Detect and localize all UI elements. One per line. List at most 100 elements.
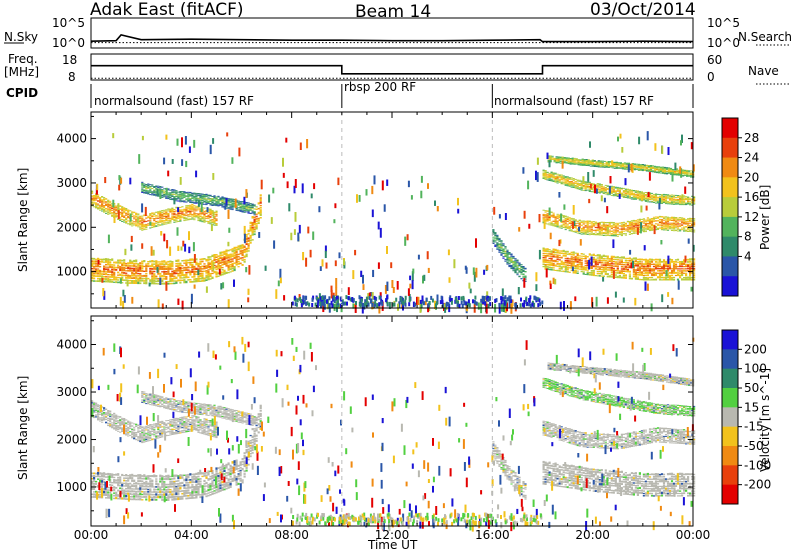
power-panel-cell: [97, 270, 100, 273]
power-panel-cell: [247, 233, 250, 235]
power-panel-cell: [670, 202, 674, 204]
power-panel-scatter-cell: [325, 262, 328, 269]
power-panel-cell: [588, 226, 591, 228]
power-panel-cell: [602, 259, 605, 262]
power-panel-cell: [656, 193, 660, 195]
power-panel-cell: [624, 189, 627, 191]
power-panel-cell: [237, 263, 240, 265]
power-panel-cell: [153, 191, 156, 193]
power-panel-cell: [568, 182, 571, 184]
power-panel-cell: [636, 258, 639, 260]
power-panel-cell: [654, 261, 658, 263]
power-panel-cell: [556, 263, 559, 265]
power-panel-cell: [576, 272, 579, 274]
power-panel-cell: [544, 256, 547, 259]
power-panel-cell: [646, 262, 649, 265]
power-panel-cell: [654, 194, 658, 196]
power-panel-cell: [175, 215, 178, 217]
power-panel-cell: [597, 164, 600, 166]
power-panel-cell: [99, 207, 102, 209]
power-panel-cell: [97, 206, 100, 208]
power-panel-cell: [555, 160, 558, 162]
power-panel-cell: [187, 206, 190, 208]
power-panel-cell: [173, 219, 176, 222]
power-panel-cell: [253, 216, 256, 218]
power-panel-cell: [259, 197, 262, 199]
power-panel-cell: [560, 174, 563, 176]
power-panel-cell: [666, 265, 670, 268]
power-panel-cell: [616, 190, 619, 192]
power-panel-cell: [671, 169, 675, 171]
power-panel-cell: [598, 226, 601, 228]
power-panel-cell: [679, 272, 682, 274]
power-panel-cell: [620, 193, 623, 195]
power-panel-cell: [570, 269, 573, 271]
power-panel-cell: [135, 279, 138, 282]
power-panel-cell: [602, 266, 605, 269]
power-panel-scatter-cell: [318, 293, 321, 300]
power-panel-cell: [676, 228, 680, 230]
power-panel-cell: [654, 274, 658, 276]
power-panel-cell: [171, 191, 174, 193]
power-panel-cell: [570, 253, 573, 256]
power-panel-cell: [575, 161, 578, 163]
power-panel-cell: [207, 201, 210, 203]
power-panel-cell: [215, 210, 218, 212]
power-panel-cell: [648, 265, 652, 268]
power-panel-cell: [611, 165, 614, 167]
power-panel-cell: [664, 262, 668, 265]
power-panel-cell: [621, 163, 624, 165]
power-panel-cell: [667, 171, 671, 173]
power-panel-cell: [619, 166, 622, 168]
power-panel-cell: [636, 273, 639, 276]
power-panel-cell: [556, 179, 559, 181]
power-panel-cell: [107, 278, 110, 281]
power-panel-cell: [141, 260, 144, 263]
power-panel-cell: [650, 218, 654, 220]
power-panel-cell: [685, 199, 688, 201]
power-panel-cell: [557, 156, 560, 158]
power-panel-cell: [594, 267, 597, 270]
power-panel-cell: [681, 268, 684, 270]
power-panel-cell: [650, 279, 654, 281]
power-panel-cell: [634, 223, 637, 226]
power-panel-cell: [672, 216, 676, 219]
power-panel-cell: [556, 221, 559, 224]
power-panel-cell: [179, 269, 182, 272]
power-panel-cell: [506, 250, 509, 253]
power-panel-cell: [570, 178, 573, 180]
power-panel-cell: [111, 203, 114, 205]
power-panel-cell: [191, 276, 194, 278]
power-panel-cell: [664, 198, 668, 199]
power-panel-cell: [233, 202, 236, 204]
power-panel-cell: [203, 195, 206, 197]
power-panel-cell: [578, 255, 581, 257]
power-panel-cell: [107, 266, 110, 268]
power-panel-cell: [550, 211, 553, 213]
power-panel-cell: [171, 261, 174, 263]
power-panel-cell: [625, 166, 628, 168]
power-panel-cell: [679, 198, 682, 199]
power-panel-cell: [253, 226, 256, 228]
power-panel-cell: [610, 230, 613, 232]
power-panel-cell: [683, 218, 686, 221]
power-panel-cell: [598, 183, 601, 185]
power-panel-scatter-cell: [671, 297, 674, 305]
power-panel-cell: [643, 168, 646, 170]
power-panel-cell: [594, 260, 597, 263]
power-panel-scatter-cell: [371, 185, 374, 195]
power-panel-cell: [163, 263, 166, 266]
power-panel-cell: [662, 226, 666, 228]
power-panel-cell: [187, 210, 190, 213]
power-panel-cell: [163, 213, 166, 214]
power-panel-cell: [542, 174, 545, 176]
power-panel-cell: [119, 205, 122, 207]
power-panel-cell: [235, 253, 238, 256]
power-panel-cell: [628, 277, 631, 280]
power-panel-cell: [612, 234, 615, 235]
power-panel-cell: [103, 211, 106, 213]
power-panel-cell: [571, 161, 574, 163]
power-panel-cell: [155, 191, 158, 193]
power-panel-cell: [550, 173, 553, 175]
power-panel-cell: [547, 159, 550, 161]
